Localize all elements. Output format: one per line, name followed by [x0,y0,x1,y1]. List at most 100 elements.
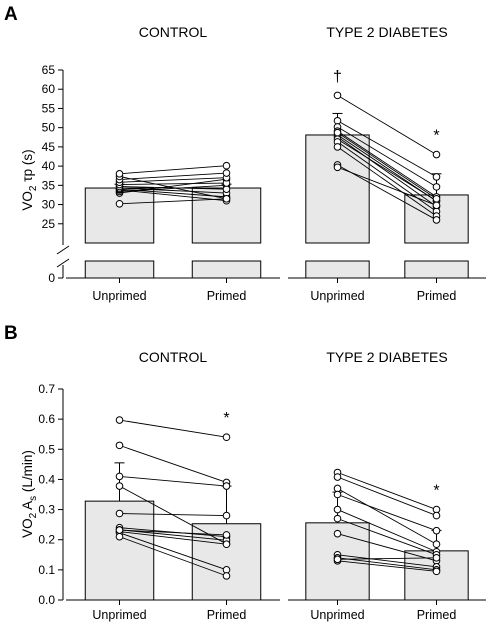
subject-line [337,472,437,510]
subject-point [432,526,441,535]
subject-line [119,419,227,438]
y-tick-label: 0.5 [38,442,55,456]
subject-point [432,554,441,562]
y-tick-label: 55 [42,101,56,115]
x-tick-label: Unprimed [92,289,146,303]
axis-break-mark [56,258,70,268]
y-tick-label: 0.2 [38,533,55,547]
subject-point [115,472,124,481]
subject-point [222,185,231,193]
subject-point [432,511,441,520]
subject-point [222,572,231,580]
subject-line [119,529,227,541]
bar [305,134,370,244]
subject-point [115,170,124,178]
subject-point [432,201,441,210]
y-tick-label: 0.3 [38,503,55,517]
subject-line [337,164,437,221]
subject-point [432,216,441,224]
subject-line [119,172,227,181]
bar [84,187,155,244]
subject-point [115,199,124,208]
y-tick-label: 50 [42,121,56,135]
subject-point [432,567,441,576]
subject-point [333,143,342,151]
subject-line [119,188,227,198]
x-tick-label: Primed [207,289,247,303]
subject-point [333,163,342,172]
y-tick-label: 25 [42,217,56,231]
subject-point [432,150,441,159]
y-tick-label: 30 [42,198,56,212]
subject-point [333,529,342,538]
subject-point [333,555,342,564]
significance-mark: * [433,128,439,145]
panel-a: 0 25 30 35 40 45 50 55 60 65 CONTROL Unprimed Primed… [42,24,486,303]
subject-point [333,514,342,523]
subject-point [115,526,124,534]
y-tick-label: 40 [42,159,56,173]
axis-break-mark [56,245,70,255]
x-tick-label: Primed [207,608,247,622]
x-tick-label: Unprimed [310,289,364,303]
subject-point [432,183,441,191]
subject-point [115,532,124,541]
subject-point [432,540,441,549]
subject-line [119,177,227,183]
group-title: TYPE 2 DIABETES [326,24,447,40]
group-title: CONTROL [139,24,208,40]
subject-line [337,557,437,571]
subject-point [333,91,342,100]
subject-line [119,513,227,517]
x-tick-label: Primed [417,289,457,303]
subject-line [337,138,437,202]
subject-line [337,518,437,556]
subject-line [337,94,437,155]
y-tick-label: 0.7 [38,382,55,396]
y-axis-label-b: VO2 As (L/min) [20,450,39,538]
subject-line [119,182,227,186]
subject-line [119,475,227,487]
y-tick-label: 60 [42,82,56,96]
subject-line [337,132,437,200]
subject-line [337,146,437,217]
subject-point [333,116,342,125]
subject-line [337,509,437,553]
subject-line [337,141,437,212]
y-tick-label: 45 [42,140,56,154]
subject-line [337,130,437,198]
subject-line [337,136,437,207]
subject-line [337,494,437,532]
x-tick-label: Primed [417,608,457,622]
x-tick-label: Unprimed [310,608,364,622]
subject-line [119,529,227,536]
subject-point [222,169,231,177]
subject-point [333,490,342,499]
subject-line [119,536,227,577]
subject-line [119,198,227,205]
bar-lower-segment [191,260,262,279]
group-title: TYPE 2 DIABETES [326,349,447,365]
significance-mark: * [223,410,229,427]
group-title: CONTROL [139,349,208,365]
bar-lower-segment [404,260,469,279]
subject-line [337,476,437,517]
y-tick-label: 0.0 [38,593,55,607]
y-axis-label-a: VO2 τp (s) [20,149,39,210]
subject-point [222,194,231,203]
subject-line [337,126,437,188]
subject-point [115,482,124,490]
subject-point [222,531,231,539]
subject-line [119,532,227,571]
subject-line [119,444,227,483]
subject-line [119,189,227,202]
bar-lower-segment [305,260,370,279]
subject-line [337,120,437,178]
subject-line [119,176,227,200]
significance-mark: * [433,483,439,500]
subject-point [222,540,231,549]
subject-line [337,166,437,206]
subject-line [337,557,437,560]
y-tick-label: 35 [42,178,56,192]
y-tick-label: 0.4 [38,472,55,486]
